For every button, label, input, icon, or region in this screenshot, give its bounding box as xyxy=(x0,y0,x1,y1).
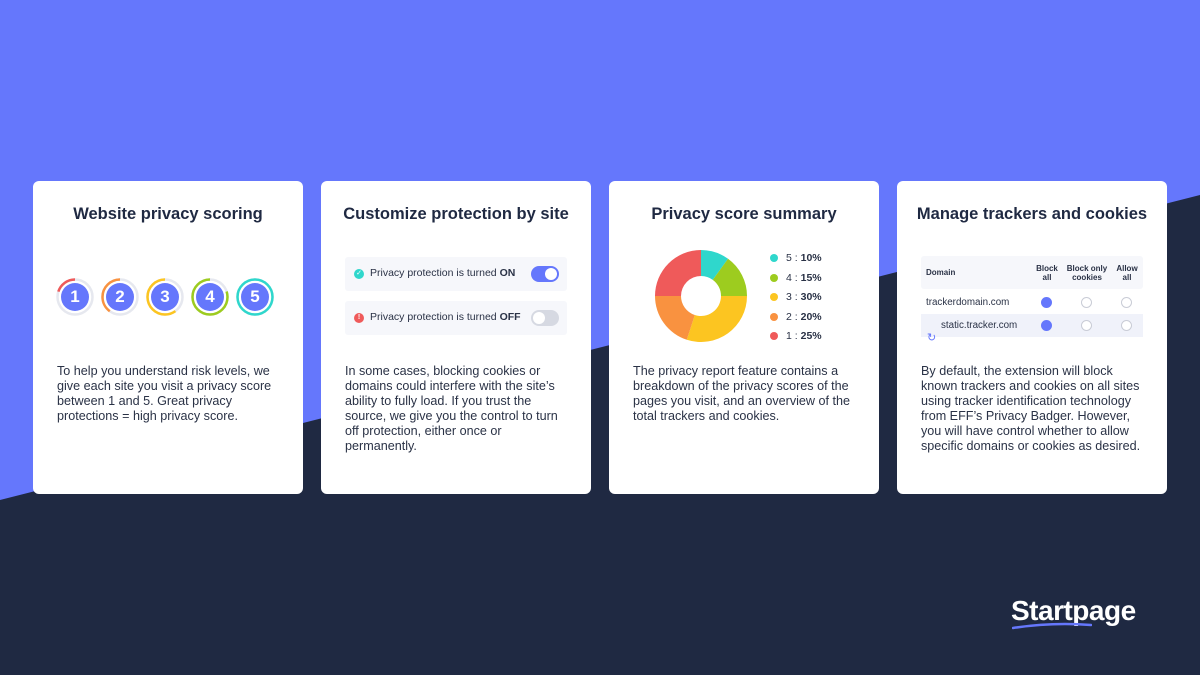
card-description: To help you understand risk levels, we g… xyxy=(57,364,272,423)
score-number: 5 xyxy=(250,287,260,306)
table-header: Domain Block all Block only cookies Allo… xyxy=(921,256,1143,289)
check-circle-icon: ✓ xyxy=(354,269,364,279)
score-number: 3 xyxy=(160,287,170,306)
undo-icon[interactable]: ↻ xyxy=(927,332,937,344)
score-number: 1 xyxy=(70,287,80,306)
score-number: 4 xyxy=(205,287,215,306)
privacy-score-3: 3 xyxy=(146,278,184,316)
column-header-block-cookies: Block only cookies xyxy=(1066,264,1108,282)
radio-block-all[interactable] xyxy=(1041,297,1052,308)
table-row: trackerdomain.com xyxy=(921,291,1143,314)
score-donut-chart xyxy=(655,250,747,342)
protection-off-row: ! Privacy protection is turned OFF xyxy=(345,301,567,335)
legend-dot-icon xyxy=(770,273,778,282)
radio-allow-all[interactable] xyxy=(1121,297,1132,308)
privacy-score-5: 5 xyxy=(236,278,274,316)
privacy-score-1: 1 xyxy=(56,278,94,316)
radio-block-cookies[interactable] xyxy=(1081,320,1092,331)
card-description: The privacy report feature contains a br… xyxy=(633,364,851,423)
column-header-allow-all: Allow all xyxy=(1116,264,1138,282)
domain-name: trackerdomain.com xyxy=(926,297,1010,308)
card-title: Website privacy scoring xyxy=(73,205,263,223)
chart-legend: 5 : 10% 4 : 15% 3 : 30% 2 : 20% 1 : 25% xyxy=(770,251,822,349)
legend-dot-icon xyxy=(770,312,778,321)
donut-slice-score-5 xyxy=(701,250,729,280)
donut-slice-score-3 xyxy=(686,296,747,342)
donut-slice-score-1 xyxy=(655,250,701,296)
legend-dot-icon xyxy=(770,293,778,301)
donut-slice-score-4 xyxy=(712,258,747,296)
radio-block-all[interactable] xyxy=(1041,320,1052,331)
domain-name: static.tracker.com xyxy=(941,320,1018,331)
legend-item: 2 : 20% xyxy=(770,310,822,330)
score-number: 2 xyxy=(115,287,125,306)
radio-allow-all[interactable] xyxy=(1121,320,1132,331)
card-title: Privacy score summary xyxy=(651,205,837,223)
card-description: By default, the extension will block kno… xyxy=(921,364,1141,453)
card-title: Customize protection by site xyxy=(343,205,569,223)
protection-on-row: ✓ Privacy protection is turned ON xyxy=(345,257,567,291)
protection-toggle-on[interactable] xyxy=(531,266,559,282)
card-manage-trackers: Manage trackers and cookies Domain Block… xyxy=(897,181,1167,494)
radio-block-cookies[interactable] xyxy=(1081,297,1092,308)
startpage-logo: Startpage xyxy=(1011,595,1136,626)
legend-item: 4 : 15% xyxy=(770,271,822,291)
card-title: Manage trackers and cookies xyxy=(916,205,1148,223)
legend-item: 3 : 30% xyxy=(770,290,822,310)
alert-circle-icon: ! xyxy=(354,313,364,323)
trackers-table: Domain Block all Block only cookies Allo… xyxy=(921,256,1143,344)
donut-slice-score-2 xyxy=(655,296,695,340)
legend-item: 1 : 25% xyxy=(770,329,822,349)
protection-label: Privacy protection is turned ON xyxy=(370,267,516,279)
card-description: In some cases, blocking cookies or domai… xyxy=(345,364,558,453)
legend-dot-icon xyxy=(770,332,778,340)
logo-swoosh-icon xyxy=(1012,622,1092,630)
column-header-domain: Domain xyxy=(926,268,956,277)
card-privacy-scoring: Website privacy scoring 1 2 3 4 5 To help yo… xyxy=(33,181,303,494)
card-customize-protection: Customize protection by site ✓ Privacy p… xyxy=(321,181,591,494)
table-row: static.tracker.com ↻ xyxy=(921,314,1143,344)
protection-label: Privacy protection is turned OFF xyxy=(370,311,521,323)
privacy-score-2: 2 xyxy=(101,278,139,316)
card-score-summary: Privacy score summary 5 : 10% 4 : 15% 3 … xyxy=(609,181,879,494)
legend-item: 5 : 10% xyxy=(770,251,822,271)
privacy-score-4: 4 xyxy=(191,278,229,316)
column-header-block-all: Block all xyxy=(1036,264,1058,282)
protection-toggle-off[interactable] xyxy=(531,310,559,326)
legend-dot-icon xyxy=(770,254,778,262)
